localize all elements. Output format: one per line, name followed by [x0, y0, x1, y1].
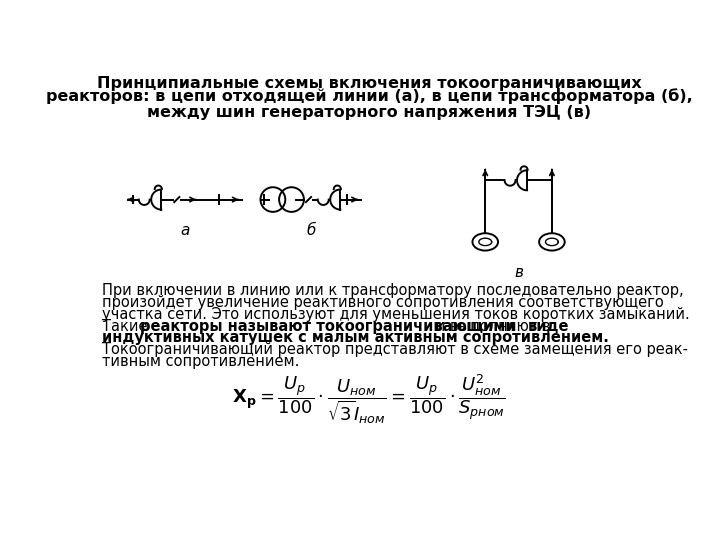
- Text: Токоограничивающий реактор представляют в схеме замещения его реак-: Токоограничивающий реактор представляют …: [102, 342, 688, 357]
- Text: а: а: [180, 222, 189, 238]
- Text: между шин генераторного напряжения ТЭЦ (в): между шин генераторного напряжения ТЭЦ (…: [147, 105, 591, 120]
- Text: реакторов: в цепи отходящей линии (а), в цепи трансформатора (б),: реакторов: в цепи отходящей линии (а), в…: [45, 88, 693, 104]
- Text: $\mathbf{X_р} = \dfrac{U_р}{100} \cdot \dfrac{U_{ном}}{\sqrt{3}I_{ном}} = \dfrac: $\mathbf{X_р} = \dfrac{U_р}{100} \cdot \…: [232, 373, 506, 426]
- Text: реакторы называют токоограничивающими: реакторы называют токоограничивающими: [140, 319, 516, 334]
- Text: б: б: [307, 222, 316, 238]
- Text: индуктивных катушек с малым активным сопротивлением.: индуктивных катушек с малым активным соп…: [102, 330, 608, 346]
- Text: Принципиальные схемы включения токоограничивающих: Принципиальные схемы включения токоогран…: [96, 76, 642, 91]
- Text: При включении в линию или к трансформатору последовательно реактор,: При включении в линию или к трансформато…: [102, 283, 683, 298]
- Text: виде: виде: [528, 319, 569, 334]
- Text: и выполняют в: и выполняют в: [431, 319, 556, 334]
- Text: тивным сопротивлением.: тивным сопротивлением.: [102, 354, 299, 369]
- Text: произойдет увеличение реактивного сопротивления соответствующего: произойдет увеличение реактивного сопрот…: [102, 295, 663, 309]
- Text: участка сети. Это используют для уменьшения токов коротких замыканий.: участка сети. Это используют для уменьше…: [102, 307, 689, 322]
- Text: в: в: [514, 265, 523, 280]
- Text: Такие: Такие: [102, 319, 152, 334]
